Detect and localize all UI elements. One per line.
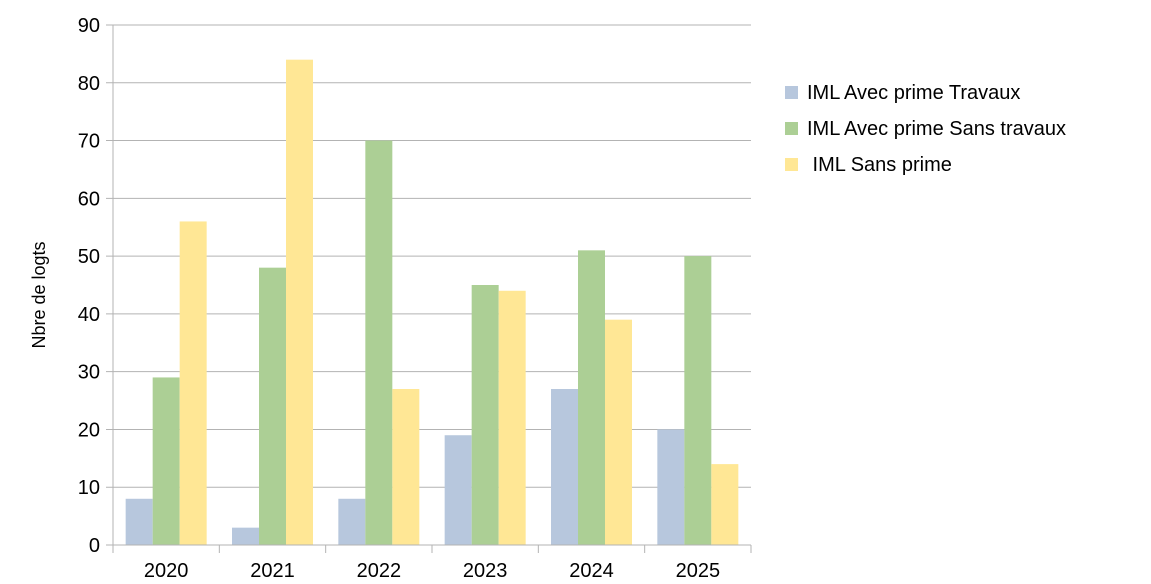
bar-2022-series-1	[365, 140, 393, 546]
x-tick-label: 2023	[463, 560, 508, 582]
bar-2023-series-2	[498, 290, 526, 545]
bar-2020-series-2	[179, 221, 207, 545]
x-tick-label: 2024	[569, 560, 614, 582]
legend-label: IML Avec prime Travaux	[807, 82, 1020, 104]
x-tick-label: 2021	[250, 560, 295, 582]
bar-2022-series-2	[392, 389, 420, 545]
y-tick-label: 80	[78, 73, 100, 95]
y-tick-label: 40	[78, 304, 100, 326]
bar-2024-series-2	[605, 319, 632, 545]
bars	[125, 59, 739, 546]
y-tick-label: 60	[78, 188, 100, 210]
legend-label: IML Sans prime	[807, 154, 952, 176]
y-tick-label: 70	[78, 131, 100, 153]
legend-swatch	[785, 122, 798, 135]
legend-swatch	[785, 158, 798, 171]
axes	[112, 25, 751, 546]
y-tick-label: 50	[78, 246, 100, 268]
x-tick-label: 2020	[144, 560, 189, 582]
bar-2021-series-1	[259, 267, 286, 545]
bar-2021-series-0	[232, 527, 259, 545]
bar-2025-series-2	[711, 464, 739, 545]
tick-labels: 0 10 20 30 40 50 60 70 80 90 2020 2021 2022 2023 2024 2…	[78, 15, 720, 582]
bar-2025-series-0	[657, 429, 685, 545]
y-tick-label: 20	[78, 419, 100, 441]
bar-2020-series-1	[152, 377, 180, 545]
x-tick-label: 2025	[676, 560, 721, 582]
bar-2021-series-2	[286, 59, 313, 546]
y-tick-label: 90	[78, 15, 100, 37]
legend-swatch	[785, 86, 798, 99]
bar-2023-series-0	[444, 435, 472, 545]
bar-2024-series-0	[551, 389, 578, 545]
bar-2020-series-0	[125, 498, 153, 545]
y-tick-label: 30	[78, 362, 100, 384]
legend: IML Avec prime Travaux IML Avec prime San…	[785, 82, 1066, 176]
y-tick-label: 0	[89, 535, 100, 557]
y-axis-title: Nbre de logts	[29, 241, 49, 348]
bar-2023-series-1	[471, 285, 499, 545]
legend-label: IML Avec prime Sans travaux	[807, 118, 1066, 140]
bar-2025-series-1	[684, 256, 712, 545]
grid-lines	[106, 24, 752, 553]
bar-2022-series-0	[338, 498, 366, 545]
x-tick-label: 2022	[357, 560, 402, 582]
y-tick-label: 10	[78, 477, 100, 499]
bar-2024-series-1	[578, 250, 605, 546]
